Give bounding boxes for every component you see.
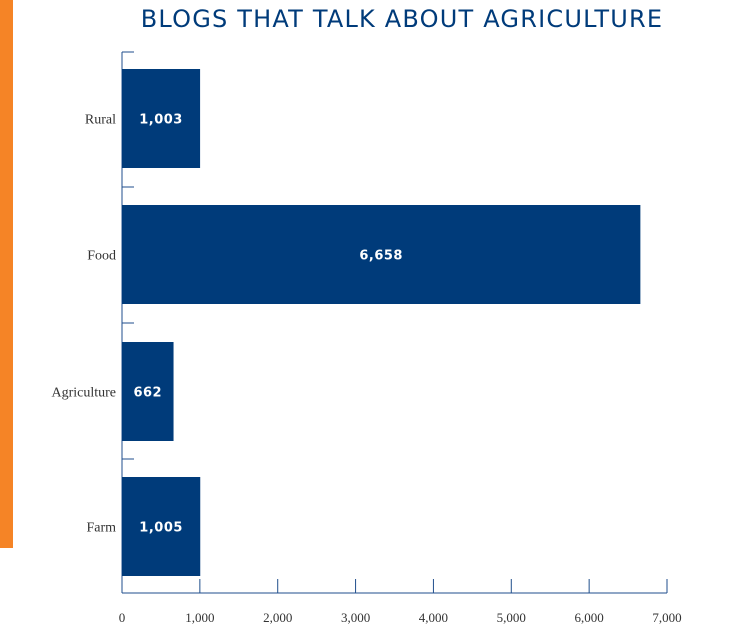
x-tick-label: 2,000 (263, 610, 292, 625)
chart-title: BLOGS THAT TALK ABOUT AGRICULTURE (140, 5, 664, 33)
category-label: Food (87, 249, 116, 264)
x-tick-label: 4,000 (419, 610, 448, 625)
bar-value-label: 662 (133, 386, 162, 401)
bar-rural (122, 69, 201, 168)
x-tick-label: 5,000 (497, 610, 526, 625)
category-label: Agriculture (51, 386, 116, 401)
bar-farm (122, 477, 201, 576)
bar-value-label: 1,005 (139, 521, 183, 536)
bar-value-label: 1,003 (139, 113, 183, 128)
bar-agriculture (122, 342, 174, 441)
x-tick-label: 6,000 (575, 610, 604, 625)
x-tick-label: 1,000 (185, 610, 214, 625)
x-tick-label: 0 (119, 610, 126, 625)
bar-food (122, 205, 641, 304)
x-tick-label: 3,000 (341, 610, 370, 625)
accent-strip (0, 0, 13, 548)
category-label: Rural (85, 113, 116, 128)
category-label: Farm (86, 521, 116, 536)
x-tick-label: 7,000 (652, 610, 681, 625)
bar-value-label: 6,658 (359, 249, 403, 264)
